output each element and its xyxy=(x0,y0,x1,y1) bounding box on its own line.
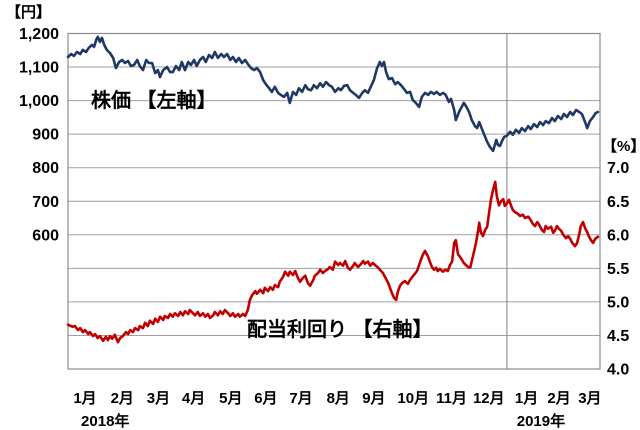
left-axis-tick-label: 800 xyxy=(32,160,59,177)
x-axis-month-labels: 1月 2月 3月 4月 5月 6月 7月 8月 9月 10月 11月 12月 1月 2月 3月 xyxy=(73,390,601,407)
price-series-label: 株価 【左軸】 xyxy=(91,88,217,112)
month-tick-label: 1月 xyxy=(515,390,538,407)
left-axis-tick-label: 1,100 xyxy=(19,60,59,77)
month-tick-label: 3月 xyxy=(578,390,601,407)
month-tick-label: 2月 xyxy=(111,390,134,407)
right-axis-tick-label: 4.0 xyxy=(607,362,629,379)
right-axis-tick-label: 6.5 xyxy=(607,194,629,211)
x-axis-year-labels: 2018年 2019年 xyxy=(81,412,565,430)
right-axis-tick-label: 6.0 xyxy=(607,227,629,244)
left-axis-tick-labels: 1,200 1,100 1,000 900 800 700 600 xyxy=(19,26,59,244)
yield-series-label: 配当利回り 【右軸】 xyxy=(247,317,433,341)
month-tick-label: 8月 xyxy=(327,390,350,407)
left-axis-tick-label: 900 xyxy=(32,127,59,144)
series-lines xyxy=(66,35,600,344)
month-tick-label: 1月 xyxy=(73,390,96,407)
year-label: 2018年 xyxy=(81,412,129,430)
right-axis-tick-label: 5.5 xyxy=(607,261,629,278)
month-tick-label: 11月 xyxy=(436,390,467,407)
right-axis-tick-labels: 7.0 6.5 6.0 5.5 5.0 4.5 4.0 xyxy=(607,160,629,378)
month-tick-label: 5月 xyxy=(219,390,242,407)
yield-line xyxy=(66,180,600,344)
left-axis-unit-label: 【円】 xyxy=(6,3,51,21)
right-axis-unit-label: 【%】 xyxy=(602,137,640,155)
month-tick-label: 10月 xyxy=(397,390,429,407)
right-axis-tick-label: 7.0 xyxy=(607,160,629,177)
month-tick-label: 2月 xyxy=(547,390,570,407)
month-tick-label: 6月 xyxy=(254,390,277,407)
month-tick-label: 3月 xyxy=(147,390,170,407)
plot-frame xyxy=(67,32,601,370)
left-axis-tick-label: 600 xyxy=(32,227,59,244)
left-axis-tick-label: 1,000 xyxy=(19,93,59,110)
price-line xyxy=(66,35,600,153)
right-axis-tick-label: 5.0 xyxy=(607,294,629,311)
month-tick-label: 9月 xyxy=(362,390,385,407)
month-tick-label: 12月 xyxy=(473,390,505,407)
plot-border xyxy=(67,32,601,370)
year-label: 2019年 xyxy=(517,412,565,430)
left-axis-tick-label: 1,200 xyxy=(19,26,59,43)
right-axis-tick-label: 4.5 xyxy=(607,328,629,345)
left-axis-tick-label: 700 xyxy=(32,194,59,211)
month-tick-label: 4月 xyxy=(182,390,205,407)
month-tick-label: 7月 xyxy=(289,390,312,407)
